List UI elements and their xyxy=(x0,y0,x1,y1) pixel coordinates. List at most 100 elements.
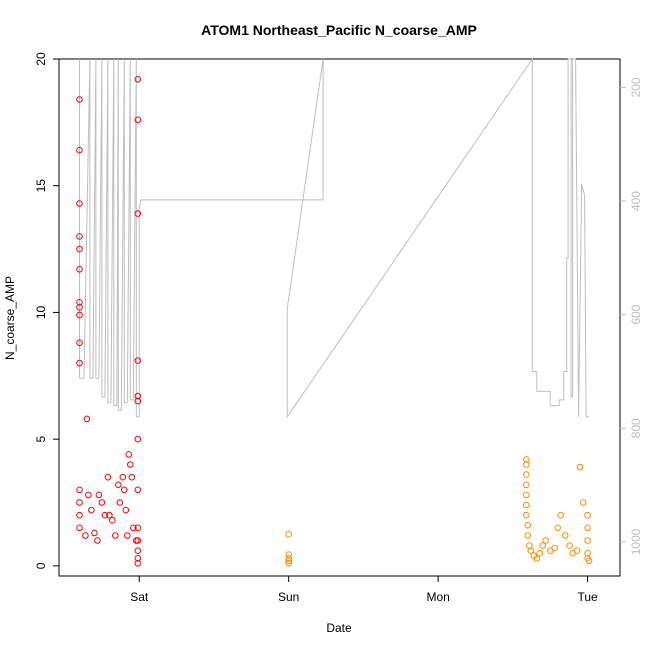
data-point xyxy=(134,555,142,562)
data-point xyxy=(134,524,142,532)
data-point xyxy=(128,473,136,481)
data-point xyxy=(98,499,106,506)
data-point xyxy=(91,529,98,537)
data-point xyxy=(76,146,83,154)
data-point xyxy=(584,549,591,557)
y-axis: 0 5 10 15 20 xyxy=(34,52,59,569)
data-point xyxy=(523,511,530,519)
data-point xyxy=(585,557,593,565)
x-axis-label: Date xyxy=(326,621,352,635)
data-point xyxy=(76,96,83,103)
x-tick-label: Mon xyxy=(426,590,449,604)
y-tick-label: 10 xyxy=(34,305,48,319)
y-tick-label: 5 xyxy=(34,435,48,442)
data-point xyxy=(523,491,530,499)
data-point xyxy=(542,537,550,544)
plot-frame xyxy=(58,58,621,577)
data-point xyxy=(539,542,547,549)
data-point xyxy=(134,547,142,555)
y2-tick-label: 600 xyxy=(629,304,643,324)
data-point xyxy=(524,532,532,539)
data-point xyxy=(285,557,293,565)
data-point xyxy=(557,511,565,519)
data-point xyxy=(124,532,131,539)
data-point xyxy=(76,524,83,532)
y-tick-label: 0 xyxy=(34,562,48,569)
data-point xyxy=(76,299,83,306)
data-point xyxy=(527,547,535,555)
data-point xyxy=(112,532,119,539)
data-point xyxy=(536,549,544,557)
data-point xyxy=(134,116,142,124)
data-point xyxy=(95,491,103,499)
x-tick-label: Sun xyxy=(278,590,299,604)
data-point xyxy=(134,397,142,405)
data-point xyxy=(579,499,587,506)
data-point xyxy=(76,233,83,240)
data-point xyxy=(104,473,112,481)
data-point xyxy=(76,304,83,311)
data-point xyxy=(573,547,581,555)
data-point xyxy=(122,506,130,514)
data-point xyxy=(584,511,591,519)
data-point xyxy=(76,200,83,207)
secondary-line-layer xyxy=(79,57,590,419)
data-point xyxy=(523,461,530,468)
data-point xyxy=(134,486,142,494)
data-point xyxy=(119,473,127,481)
data-point xyxy=(134,537,142,544)
data-point xyxy=(76,359,83,367)
y-axis-label: N_coarse_AMP xyxy=(3,276,17,360)
data-point xyxy=(584,537,591,544)
data-point xyxy=(523,471,530,478)
data-point xyxy=(121,486,128,494)
data-point xyxy=(134,210,142,217)
data-point xyxy=(76,311,83,319)
data-point xyxy=(109,516,116,524)
data-point xyxy=(134,357,142,364)
data-point xyxy=(285,551,293,558)
data-point xyxy=(524,522,532,529)
data-point xyxy=(106,511,113,519)
y-tick-label: 15 xyxy=(34,179,48,193)
data-point xyxy=(285,530,293,538)
y2-tick-label: 200 xyxy=(629,77,643,97)
data-point xyxy=(101,511,109,519)
data-point xyxy=(85,491,92,499)
data-point xyxy=(576,463,584,471)
data-point xyxy=(125,451,133,458)
y-tick-label: 20 xyxy=(34,52,48,66)
data-point xyxy=(584,524,591,532)
data-point xyxy=(285,560,293,567)
data-point xyxy=(116,499,124,506)
data-point xyxy=(127,461,134,468)
x-tick-label: Sat xyxy=(130,590,149,604)
data-point xyxy=(554,524,562,532)
data-point xyxy=(76,266,83,273)
data-point xyxy=(523,481,530,489)
y2-axis: 200 400 600 800 1000 xyxy=(620,77,643,555)
data-point xyxy=(82,532,89,539)
data-point xyxy=(94,537,101,544)
data-point xyxy=(76,486,83,494)
data-point xyxy=(134,435,142,443)
data-point xyxy=(76,339,83,347)
data-point xyxy=(88,506,95,514)
y2-tick-label: 800 xyxy=(629,418,643,438)
data-point xyxy=(134,560,142,567)
chart-title: ATOM1 Northeast_Pacific N_coarse_AMP xyxy=(201,22,477,38)
data-point xyxy=(76,499,83,506)
data-point xyxy=(130,524,137,532)
y2-tick-label: 400 xyxy=(629,191,643,211)
x-axis: Sat Sun Mon Tue xyxy=(130,575,598,604)
data-point xyxy=(83,415,91,423)
data-point xyxy=(285,555,293,562)
x-tick-label: Tue xyxy=(577,590,598,604)
data-point xyxy=(551,544,559,552)
points-layer xyxy=(76,76,593,567)
data-point xyxy=(134,76,142,83)
data-point xyxy=(523,456,530,463)
data-point xyxy=(561,532,569,539)
data-point xyxy=(566,542,573,549)
data-point xyxy=(134,392,142,400)
